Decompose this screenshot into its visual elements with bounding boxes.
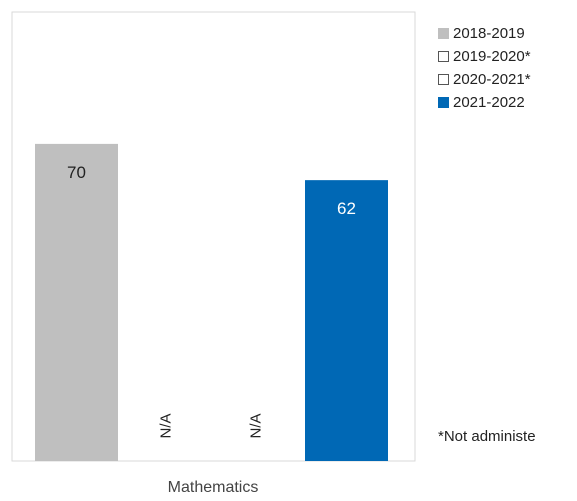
legend-label: 2021-2022: [453, 94, 525, 111]
data-label-2018-2019: 70: [67, 163, 86, 182]
data-label-2019-2020*: N/A: [157, 413, 174, 438]
legend-item: 2019-2020*: [438, 45, 531, 68]
footnote: *Not administe: [438, 428, 536, 445]
x-tick-label: Mathematics: [168, 479, 259, 496]
data-label-2020-2021*: N/A: [247, 413, 264, 438]
legend-label: 2019-2020*: [453, 48, 531, 65]
legend-label: 2020-2021*: [453, 71, 531, 88]
legend-item: 2018-2019: [438, 22, 531, 45]
legend: 2018-2019 2019-2020* 2020-2021* 2021-2022: [438, 22, 531, 114]
bar-2018-2019: [35, 143, 118, 461]
plot-area: [11, 11, 416, 462]
bar-2021-2022: [305, 180, 388, 461]
data-label-2021-2022: 62: [337, 199, 356, 218]
legend-swatch: [438, 74, 449, 85]
legend-swatch: [438, 51, 449, 62]
legend-swatch: [438, 97, 449, 108]
legend-item: 2021-2022: [438, 91, 531, 114]
legend-label: 2018-2019: [453, 25, 525, 42]
legend-swatch: [438, 28, 449, 39]
legend-item: 2020-2021*: [438, 68, 531, 91]
